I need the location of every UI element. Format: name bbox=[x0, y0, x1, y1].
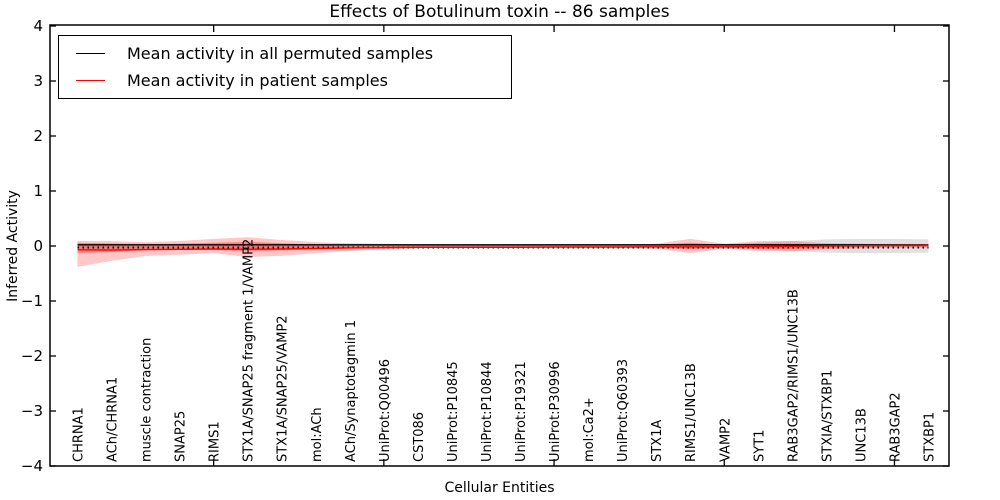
y-tick-label: −3 bbox=[21, 402, 43, 420]
x-category-label: UniProt:Q00496 bbox=[378, 359, 393, 462]
legend: Mean activity in all permuted samples Me… bbox=[58, 35, 512, 99]
x-category-label: STXBP1 bbox=[923, 412, 938, 462]
legend-item-patient: Mean activity in patient samples bbox=[59, 69, 511, 93]
legend-label-patient: Mean activity in patient samples bbox=[127, 71, 388, 90]
x-category-label: UniProt:P10844 bbox=[480, 361, 495, 462]
x-category-label: RAB3GAP2/RIMS1/UNC13B bbox=[786, 289, 801, 462]
x-category-label: CHRNA1 bbox=[72, 407, 87, 462]
x-category-label: STX1A/SNAP25 fragment 1/VAMP2 bbox=[242, 239, 257, 462]
y-tick-label: 3 bbox=[33, 72, 43, 90]
legend-label-permuted: Mean activity in all permuted samples bbox=[127, 44, 434, 63]
x-category-label: STX1A bbox=[650, 420, 665, 462]
patient-line-swatch bbox=[76, 80, 105, 81]
y-tick-label: −2 bbox=[21, 347, 43, 365]
x-category-label: RIMS1/UNC13B bbox=[684, 363, 699, 462]
y-tick-label: −1 bbox=[21, 292, 43, 310]
x-category-label: SYT1 bbox=[752, 430, 767, 462]
x-category-label: CST086 bbox=[412, 412, 427, 462]
x-category-label: SNAP25 bbox=[174, 411, 189, 462]
y-tick-label: 2 bbox=[33, 127, 43, 145]
x-category-label: RAB3GAP2 bbox=[888, 392, 903, 462]
x-category-label: UniProt:Q60393 bbox=[616, 359, 631, 462]
x-category-label: muscle contraction bbox=[140, 338, 155, 462]
band-1 bbox=[77, 237, 929, 267]
x-category-label: UniProt:P30996 bbox=[548, 361, 563, 462]
legend-item-permuted: Mean activity in all permuted samples bbox=[59, 42, 511, 66]
x-category-label: mol:Ca2+ bbox=[582, 397, 597, 462]
x-axis-label: Cellular Entities bbox=[444, 480, 555, 496]
band-0 bbox=[77, 238, 929, 254]
chart-title: Effects of Botulinum toxin -- 86 samples bbox=[329, 2, 670, 22]
y-tick-label: −4 bbox=[21, 457, 43, 475]
x-category-label: mol:ACh bbox=[310, 407, 325, 462]
x-category-label: UNC13B bbox=[854, 408, 869, 462]
y-tick-label: 1 bbox=[33, 182, 43, 200]
x-category-label: RIMS1 bbox=[208, 421, 223, 462]
y-tick-label: 0 bbox=[33, 237, 43, 255]
x-category-label: VAMP2 bbox=[718, 418, 733, 462]
permuted-line-swatch bbox=[76, 53, 105, 54]
x-category-label: UniProt:P10845 bbox=[446, 361, 461, 462]
x-category-label: UniProt:P19321 bbox=[514, 361, 529, 462]
x-category-label: STX1A/SNAP25/VAMP2 bbox=[276, 315, 291, 462]
x-category-label: STXIA/STXBP1 bbox=[820, 370, 835, 462]
y-tick-label: 4 bbox=[33, 17, 43, 35]
x-category-label: ACh/Synaptotagmin 1 bbox=[344, 320, 359, 462]
series-line-2 bbox=[77, 244, 929, 251]
x-category-label: ACh/CHRNA1 bbox=[106, 377, 121, 462]
